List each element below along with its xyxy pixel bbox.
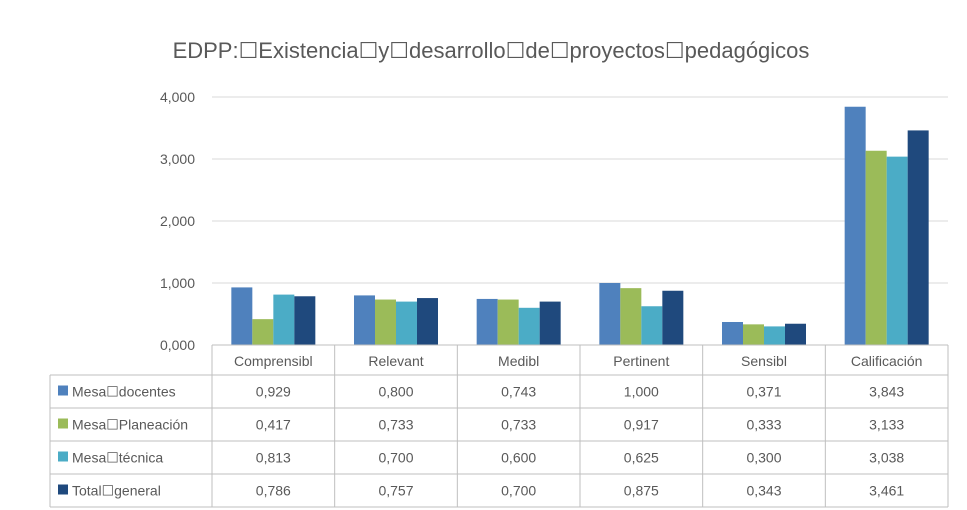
data-label: 0,417 <box>256 417 291 433</box>
data-label: 3,133 <box>869 417 904 433</box>
data-label: 0,700 <box>501 483 536 499</box>
data-label: 3,038 <box>869 450 904 466</box>
data-label: 0,733 <box>378 417 413 433</box>
bar <box>886 156 908 345</box>
y-tick-label: 0,000 <box>160 337 195 353</box>
data-label: 0,929 <box>256 384 291 400</box>
bar <box>865 150 887 345</box>
category-label: Comprensibl <box>234 353 313 369</box>
bar <box>417 298 438 345</box>
category-label: Pertinent <box>613 353 669 369</box>
bar <box>252 319 274 345</box>
legend-swatch <box>58 451 68 462</box>
bar <box>396 301 417 345</box>
bar <box>294 296 316 345</box>
bar <box>785 323 806 345</box>
bar <box>844 106 866 345</box>
data-label: 0,600 <box>501 450 536 466</box>
category-label: Medibl <box>498 353 539 369</box>
y-tick-label: 1,000 <box>160 275 195 291</box>
bar <box>497 299 519 345</box>
data-label: 0,371 <box>746 384 781 400</box>
bar <box>231 287 253 345</box>
data-label: 0,743 <box>501 384 536 400</box>
legend-swatch <box>58 484 68 495</box>
data-label: 3,461 <box>869 483 904 499</box>
data-label: 0,625 <box>624 450 659 466</box>
data-label: 0,800 <box>378 384 413 400</box>
legend-label: Mesa☐Planeación <box>72 417 188 433</box>
bars <box>231 106 929 345</box>
data-label: 1,000 <box>624 384 659 400</box>
category-label: Calificación <box>851 353 923 369</box>
data-label: 0,733 <box>501 417 536 433</box>
data-table: Comprensibl Relevant Medibl Pertinent Sensib… <box>49 344 949 508</box>
data-label: 0,333 <box>746 417 781 433</box>
legend-label: Mesa☐técnica <box>72 450 163 466</box>
bar <box>518 307 540 345</box>
legend-label: Mesa☐docentes <box>72 384 176 400</box>
data-label: 3,843 <box>869 384 904 400</box>
y-tick-label: 3,000 <box>160 151 195 167</box>
category-label: Relevant <box>368 353 423 369</box>
bar <box>722 321 743 345</box>
bar <box>476 298 498 345</box>
data-label: 0,300 <box>746 450 781 466</box>
bar <box>907 130 929 345</box>
data-label: 0,875 <box>624 483 659 499</box>
legend-swatch <box>58 418 68 429</box>
bar <box>375 299 396 345</box>
bar <box>764 326 785 345</box>
data-label: 0,757 <box>378 483 413 499</box>
data-label: 0,917 <box>624 417 659 433</box>
y-tick-label: 2,000 <box>160 213 195 229</box>
gridlines <box>212 96 948 284</box>
y-axis: 0,000 1,000 2,000 3,000 4,000 <box>160 89 195 353</box>
bar <box>743 324 764 345</box>
bar <box>273 294 295 345</box>
data-label: 0,786 <box>256 483 291 499</box>
y-tick-label: 4,000 <box>160 89 195 105</box>
legend-label: Total☐general <box>72 483 161 499</box>
bar <box>599 283 621 345</box>
data-label: 0,813 <box>256 450 291 466</box>
bar <box>620 288 642 345</box>
bar <box>662 290 684 345</box>
chart-title: EDPP:☐Existencia☐y☐desarrollo☐de☐proyect… <box>173 38 810 63</box>
legend-swatch <box>58 385 68 396</box>
bar <box>354 295 375 345</box>
bar <box>539 301 561 345</box>
data-label: 0,700 <box>378 450 413 466</box>
data-label: 0,343 <box>746 483 781 499</box>
category-label: Sensibl <box>741 353 787 369</box>
bar <box>641 306 663 345</box>
